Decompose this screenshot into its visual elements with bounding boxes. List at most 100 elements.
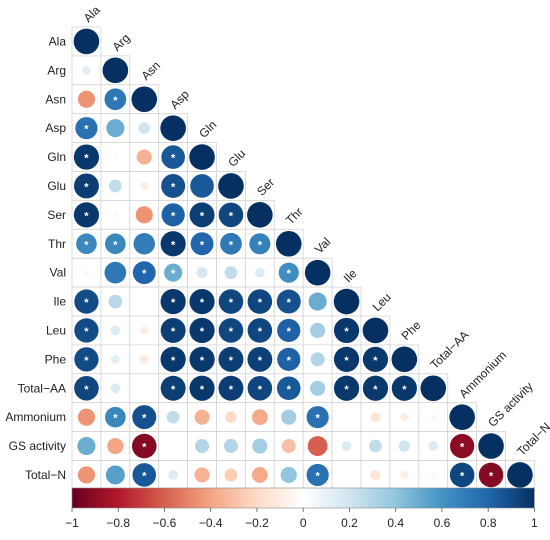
correlation-circle — [223, 439, 238, 454]
diagonal-label: Val — [312, 235, 334, 257]
significance-marker: * — [258, 239, 263, 251]
correlation-circle — [132, 261, 156, 285]
correlation-circle — [112, 211, 119, 218]
correlation-circle — [391, 346, 418, 373]
significance-marker: * — [344, 355, 349, 367]
significance-marker: * — [229, 384, 234, 396]
colorbar-tick-label: −1 — [65, 516, 79, 530]
correlation-circle — [247, 202, 273, 228]
significance-marker: * — [84, 355, 89, 367]
significance-marker: * — [84, 384, 89, 396]
row-label: Leu — [46, 323, 66, 337]
significance-marker: * — [229, 210, 234, 222]
correlation-circle — [281, 409, 297, 425]
correlation-circle — [307, 436, 328, 456]
correlation-circle — [110, 325, 121, 336]
significance-marker: * — [258, 326, 263, 338]
correlation-circle — [251, 409, 268, 426]
correlation-circle — [73, 28, 100, 55]
correlation-circle — [362, 375, 389, 401]
significance-marker: * — [373, 384, 378, 396]
correlation-circle — [278, 262, 299, 283]
correlation-circle — [83, 269, 90, 276]
correlation-circle — [507, 462, 533, 488]
correlation-circle — [306, 463, 329, 487]
row-label: Total−N — [25, 468, 66, 482]
correlation-circle — [220, 232, 242, 255]
significance-marker: * — [200, 297, 205, 309]
colorbar-tick-label: 0.8 — [480, 516, 497, 530]
diagonal-label: Phe — [399, 318, 424, 343]
colorbar-tick-label: −0.8 — [106, 516, 130, 530]
significance-marker: * — [258, 384, 263, 396]
correlation-circle — [75, 117, 98, 140]
correlation-circle — [161, 173, 186, 198]
significance-marker: * — [84, 210, 89, 222]
colorbar-tick-label: 0.2 — [341, 516, 358, 530]
correlation-circle — [190, 232, 214, 256]
significance-marker: * — [344, 326, 349, 338]
significance-marker: * — [171, 268, 176, 280]
significance-marker: * — [113, 239, 118, 251]
correlation-circle — [277, 347, 301, 371]
diagonal-label: Total−N — [514, 420, 550, 459]
correlation-circle — [164, 263, 183, 282]
row-label: GS activity — [9, 439, 66, 453]
correlation-circle — [160, 288, 186, 315]
significance-marker: * — [171, 239, 176, 251]
significance-marker: * — [287, 268, 292, 280]
correlation-circle — [106, 119, 125, 138]
correlation-circle — [362, 317, 389, 344]
correlation-circle — [110, 383, 121, 394]
correlation-circle — [73, 173, 99, 199]
correlation-circle — [105, 406, 126, 428]
correlation-circle — [168, 469, 179, 480]
correlation-circle — [224, 468, 238, 482]
diagonal-label: Ammonium — [456, 348, 509, 401]
correlation-circle — [76, 233, 97, 255]
diagonal-label: Arg — [110, 31, 133, 54]
row-label: Asp — [45, 121, 66, 135]
row-label: Total−AA — [18, 381, 66, 395]
correlation-circle — [194, 467, 210, 483]
correlation-circle — [139, 354, 149, 364]
grid-cell — [331, 460, 362, 490]
correlation-circle — [251, 467, 268, 483]
correlation-circle — [308, 292, 327, 311]
grid-cell — [129, 286, 160, 317]
correlation-circle — [449, 404, 475, 430]
significance-marker: * — [229, 239, 234, 251]
correlation-circle — [136, 149, 152, 165]
diagonal-label: Ala — [81, 3, 103, 25]
significance-marker: * — [287, 326, 292, 338]
colorbar-tick-label: −0.4 — [199, 516, 223, 530]
correlation-circle — [218, 202, 244, 228]
significance-marker: * — [142, 470, 147, 482]
significance-marker: * — [142, 413, 147, 425]
correlation-circle — [194, 409, 210, 425]
correlation-circle — [430, 472, 437, 478]
circle-layer: * * * * * * * * * * * * * * * * * * * * * * * * * * * * * * * * * * * * * * * *… — [73, 28, 533, 488]
correlation-circle — [249, 233, 271, 255]
correlation-circle — [400, 413, 409, 422]
correlation-circle — [77, 408, 96, 426]
correlation-circle — [138, 122, 150, 134]
correlation-circle — [190, 174, 214, 198]
correlation-circle — [341, 441, 352, 452]
diagonal-label: GS activity — [485, 379, 535, 429]
correlation-circle — [160, 115, 186, 141]
correlation-circle — [113, 154, 118, 160]
significance-marker: * — [84, 181, 89, 193]
significance-marker: * — [229, 326, 234, 338]
significance-marker: * — [344, 384, 349, 396]
significance-marker: * — [171, 297, 176, 309]
grid-cell — [100, 113, 131, 143]
correlation-circle — [74, 289, 99, 314]
correlation-circle — [398, 440, 411, 452]
significance-marker: * — [113, 413, 118, 425]
significance-marker: * — [200, 384, 205, 396]
correlation-circle — [247, 375, 273, 401]
correlation-circle — [333, 288, 360, 315]
correlation-circle — [247, 289, 273, 314]
grid-cell — [129, 373, 160, 404]
